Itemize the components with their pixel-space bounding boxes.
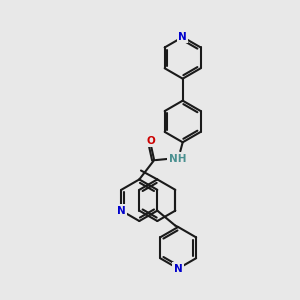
Text: NH: NH <box>169 154 186 164</box>
Text: N: N <box>178 32 187 42</box>
Text: N: N <box>117 206 126 216</box>
Text: N: N <box>174 264 182 274</box>
Text: O: O <box>146 136 155 146</box>
